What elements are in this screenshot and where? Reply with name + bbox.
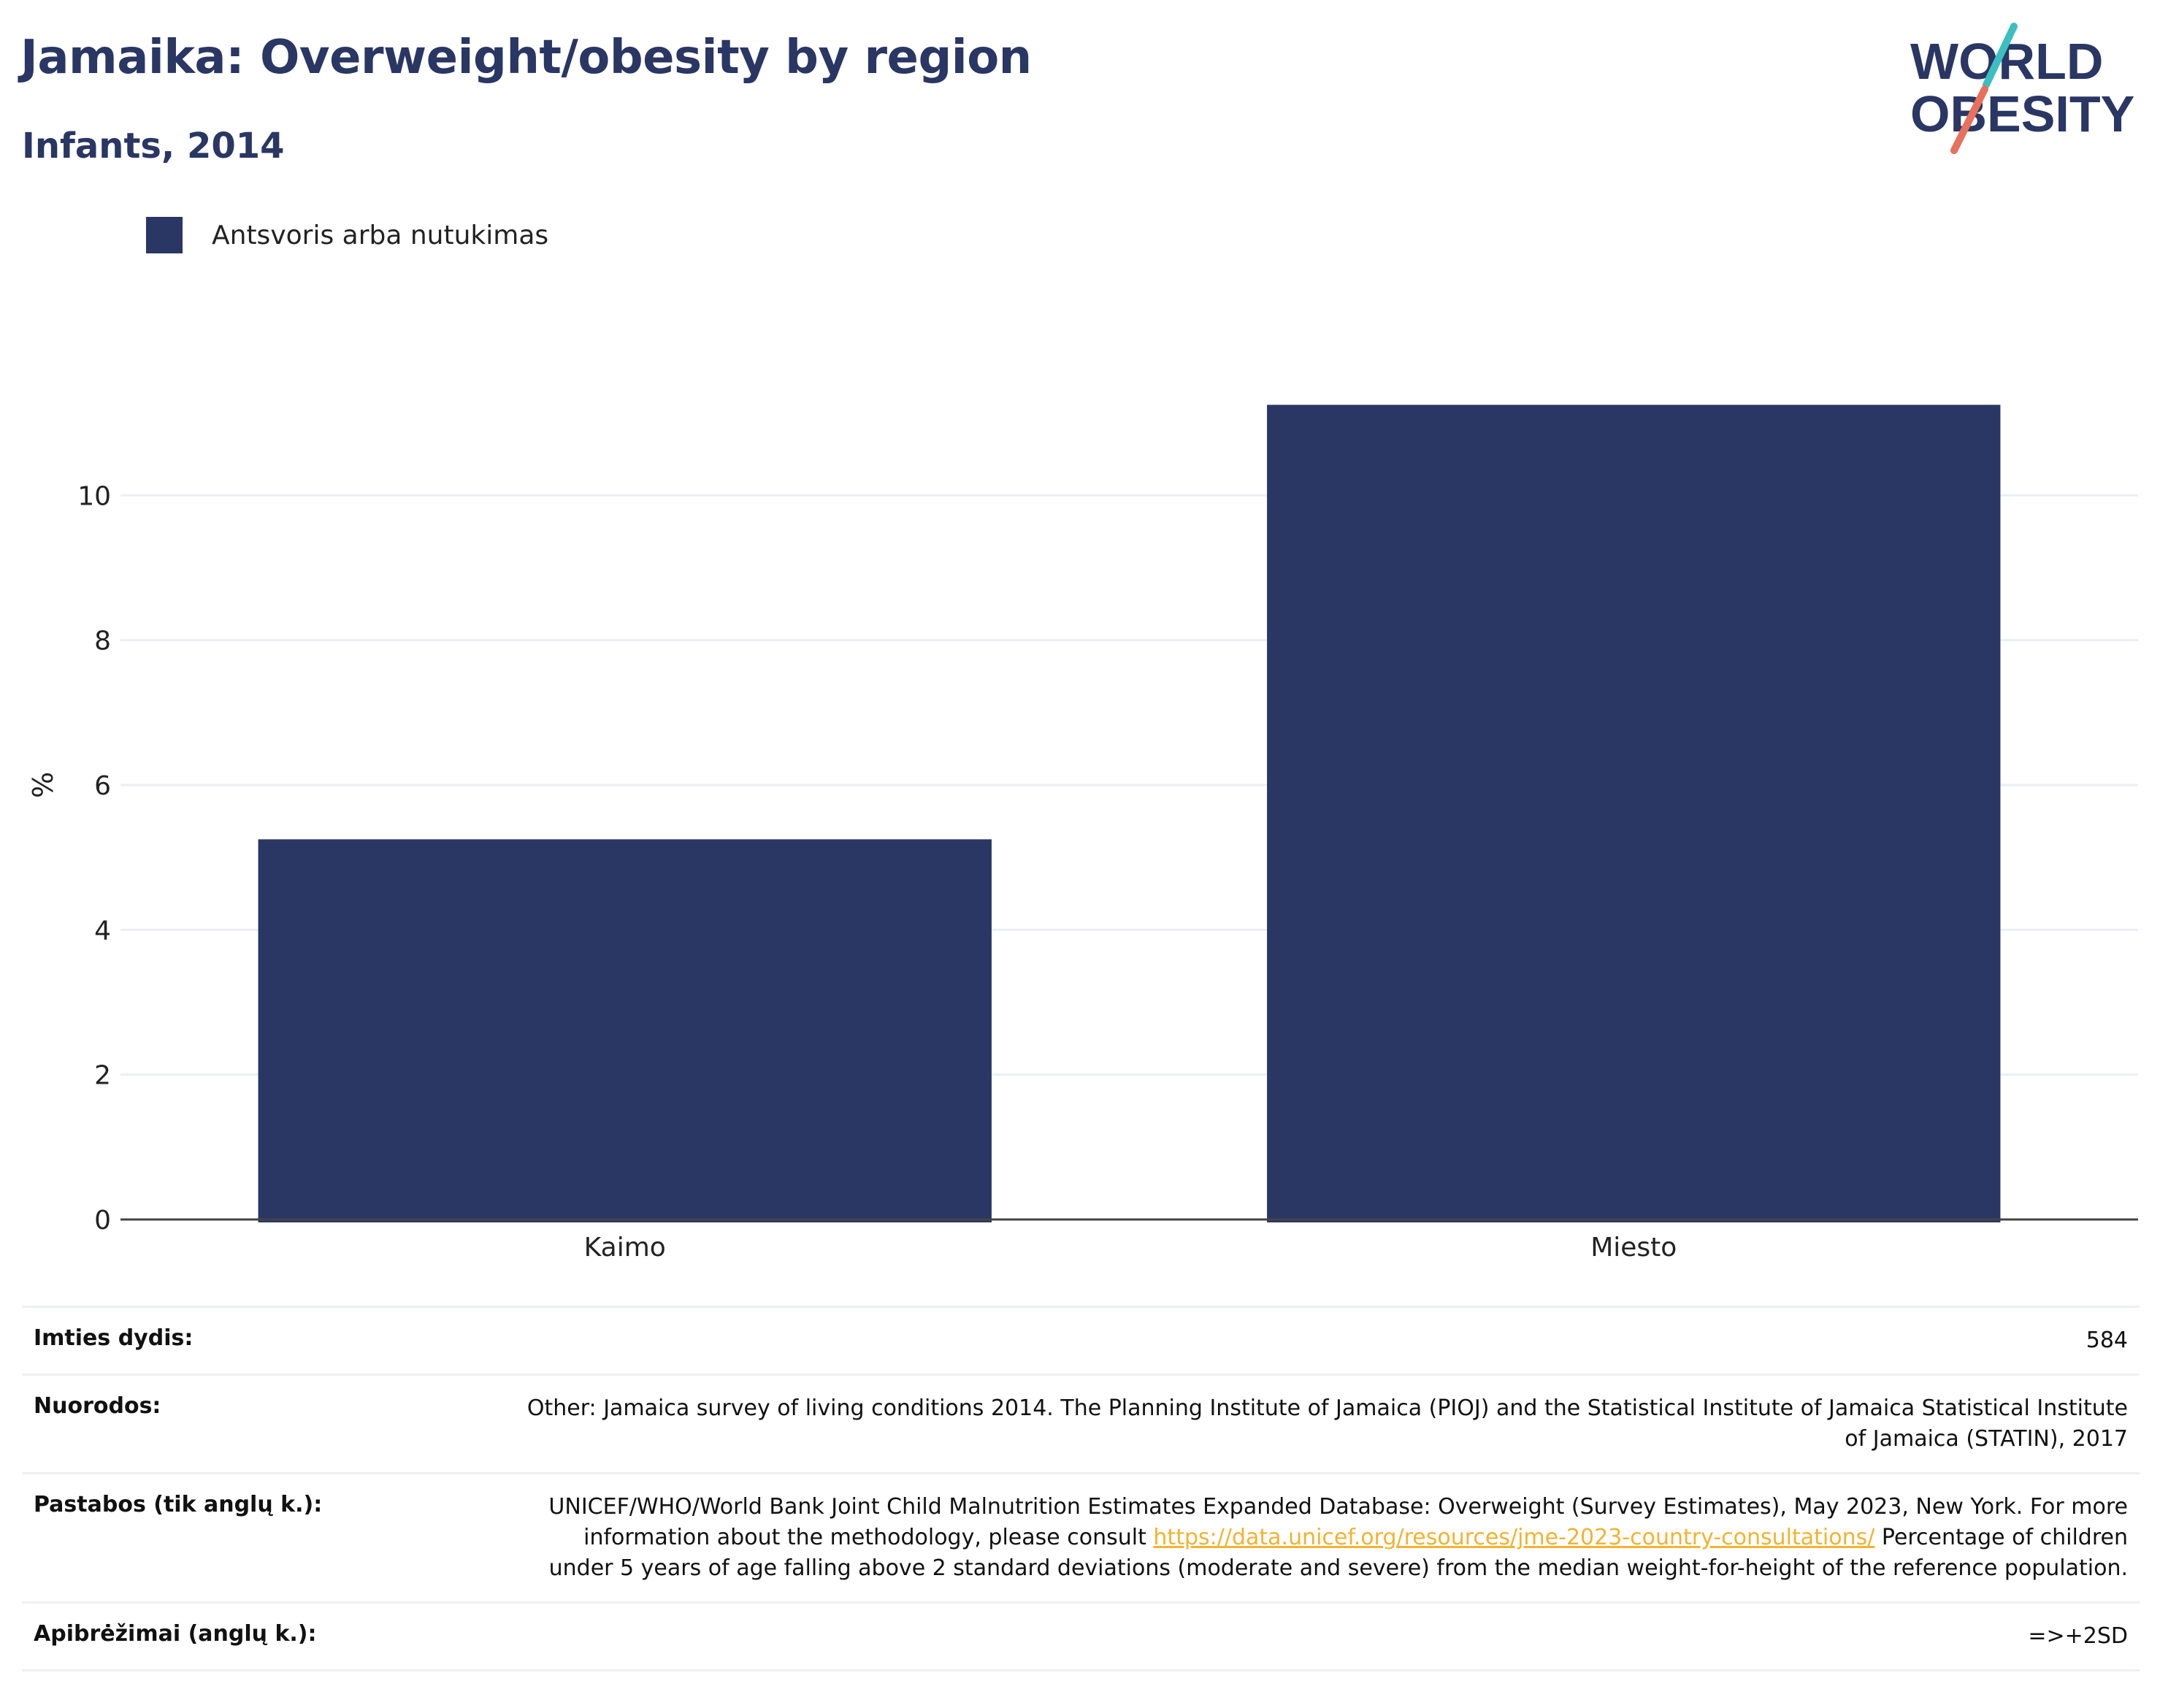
y-tick-label: 4 <box>94 916 111 946</box>
legend[interactable]: Antsvoris arba nutukimas <box>146 216 548 254</box>
definitions-label: Apibrėžimai (anglų k.): <box>34 1621 317 1647</box>
bar <box>258 839 992 1222</box>
chart-subtitle: Infants, 2014 <box>22 126 285 166</box>
y-tick-label: 0 <box>94 1206 111 1236</box>
sample-size-label: Imties dydis: <box>34 1325 194 1351</box>
chart-title: Jamaika: Overweight/obesity by region <box>20 31 1032 85</box>
notes-label: Pastabos (tik anglų k.): <box>34 1492 323 1517</box>
logo-slash-bottom <box>1950 85 1988 154</box>
notes-link[interactable]: https://data.unicef.org/resources/jme-20… <box>1153 1525 1875 1550</box>
y-tick-label: 6 <box>94 771 111 801</box>
sample-size-row: Imties dydis: 584 <box>22 1306 2140 1374</box>
notes-text-2: Percentage of children under 5 years of … <box>548 1525 2128 1581</box>
y-axis-title: % <box>27 772 59 798</box>
references-value: Other: Jamaica survey of living conditio… <box>526 1395 2128 1452</box>
legend-swatch <box>146 217 183 253</box>
definitions-row: Apibrėžimai (anglų k.): =>+2SD <box>22 1601 2140 1671</box>
bar-chart: 0 2 4 6 8 10% Kaimo Miesto <box>27 405 2138 1263</box>
y-tick-label: 2 <box>94 1061 111 1091</box>
notes-text-1: UNICEF/WHO/World Bank Joint Child Malnut… <box>548 1494 2128 1550</box>
logo-slash-top <box>1983 23 2018 88</box>
info-table: Imties dydis: 584 Nuorodos: Other: Jamai… <box>22 1306 2140 1671</box>
references-label: Nuorodos: <box>34 1393 161 1419</box>
bar <box>1267 405 2001 1222</box>
legend-label: Antsvoris arba nutukimas <box>212 220 549 250</box>
notes-row: Pastabos (tik anglų k.): UNICEF/WHO/Worl… <box>22 1472 2140 1601</box>
x-tick-label: Miesto <box>1590 1233 1677 1263</box>
notes-value: UNICEF/WHO/World Bank Joint Child Malnut… <box>521 1492 2128 1584</box>
sample-size-value: 584 <box>2086 1328 2128 1353</box>
world-obesity-logo: WORLD OBESITY <box>1910 23 2134 154</box>
references-row: Nuorodos: Other: Jamaica survey of livin… <box>22 1374 2140 1472</box>
logo-line2: OBESITY <box>1910 85 2134 142</box>
x-tick-label: Kaimo <box>584 1233 666 1263</box>
definitions-value: =>+2SD <box>2028 1623 2128 1649</box>
y-tick-label: 8 <box>94 627 111 656</box>
y-tick-label: 10 <box>77 481 111 511</box>
